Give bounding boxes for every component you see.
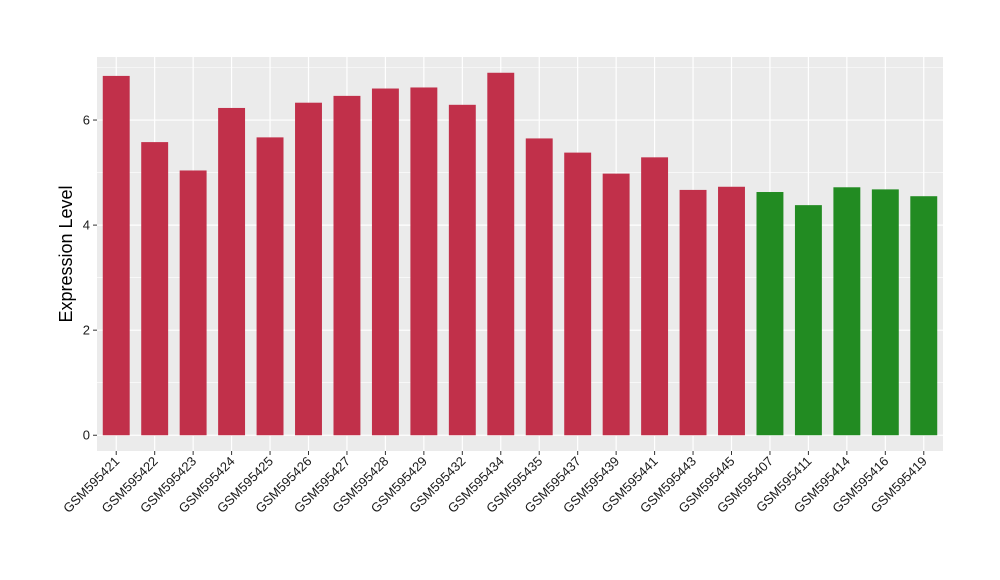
y-tick-label: 2 [83,323,90,338]
bars [102,72,938,436]
bar-GSM595425 [256,137,284,436]
bar-GSM595427 [333,95,361,436]
bar-GSM595416 [871,189,899,436]
y-axis-title: Expression Level [56,185,76,322]
y-axis: 0 2 4 6 [83,113,97,443]
x-axis: GSM595421GSM595422GSM595423GSM595424GSM5… [60,451,930,516]
bar-GSM595424 [218,107,246,436]
bar-GSM595421 [102,75,130,436]
bar-GSM595437 [564,152,592,436]
bar-GSM595426 [295,102,322,436]
bar-GSM595439 [602,173,630,436]
bar-GSM595428 [371,88,399,436]
y-tick-label: 0 [83,428,90,443]
bar-GSM595423 [179,170,207,436]
bar-GSM595443 [679,189,707,436]
bar-GSM595432 [448,104,476,436]
bar-GSM595435 [525,138,553,436]
bar-GSM595445 [718,186,745,436]
bar-GSM595419 [910,196,938,436]
bar-GSM595407 [756,192,784,436]
bar-GSM595441 [641,157,669,436]
bar-GSM595414 [833,187,861,436]
bar-GSM595411 [794,205,822,436]
bar-GSM595434 [487,72,515,436]
y-tick-label: 4 [83,218,90,233]
bar-GSM595422 [141,142,169,436]
bar-GSM595429 [410,87,438,436]
y-tick-label: 6 [83,113,90,128]
